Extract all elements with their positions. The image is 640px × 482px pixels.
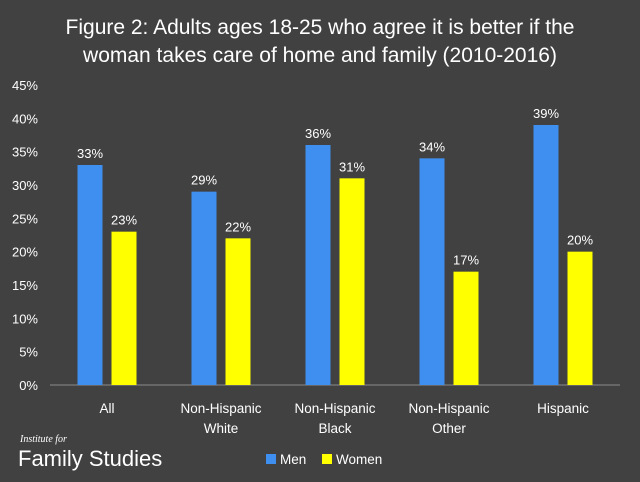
x-category-label: All: [99, 401, 114, 416]
y-tick-label: 35%: [12, 145, 38, 160]
bar-women: [453, 271, 479, 385]
data-label: 39%: [533, 106, 559, 121]
y-tick-label: 15%: [12, 278, 38, 293]
y-tick-label: 30%: [12, 178, 38, 193]
brand-name-text: Family Studies: [18, 446, 162, 471]
y-axis: 0% 5% 10% 15% 20% 25% 30% 35% 40% 45%: [12, 78, 38, 393]
legend-label-men: Men: [280, 452, 306, 467]
bar-men: [191, 191, 217, 385]
y-tick-label: 20%: [12, 245, 38, 260]
legend: Men Women: [266, 452, 382, 467]
x-category-label: Non-Hispanic: [180, 401, 261, 416]
data-label: 23%: [111, 213, 137, 228]
data-labels-group: 33% 23% 29% 22% 36% 31% 34% 17% 39% 20%: [77, 106, 593, 268]
x-axis: All Non-Hispanic White Non-Hispanic Black Non…: [99, 401, 589, 436]
x-category-label: Other: [432, 421, 466, 436]
data-label: 34%: [419, 139, 445, 154]
data-label: 31%: [339, 159, 365, 174]
y-tick-label: 0%: [19, 378, 38, 393]
bar-women: [567, 251, 593, 385]
data-label: 36%: [305, 126, 331, 141]
data-label: 17%: [453, 253, 479, 268]
chart-title-line-2: woman takes care of home and family (201…: [82, 44, 557, 67]
data-label: 33%: [77, 146, 103, 161]
brand-logo: Institute for Family Studies: [18, 434, 162, 471]
x-category-label: Hispanic: [537, 401, 589, 416]
bars-group: [77, 125, 593, 385]
y-tick-label: 25%: [12, 211, 38, 226]
bar-women: [339, 178, 365, 385]
y-tick-label: 10%: [12, 311, 38, 326]
x-category-label: Non-Hispanic: [294, 401, 375, 416]
data-label: 20%: [567, 233, 593, 248]
legend-swatch-men: [266, 454, 276, 464]
bar-women: [111, 231, 137, 385]
bar-men: [77, 165, 103, 385]
chart-title-line-1: Figure 2: Adults ages 18-25 who agree it…: [66, 16, 575, 39]
bar-men: [533, 125, 559, 385]
x-category-label: Black: [318, 421, 351, 436]
bar-men: [419, 158, 445, 385]
y-tick-label: 5%: [19, 345, 38, 360]
data-label: 29%: [191, 173, 217, 188]
bar-women: [225, 238, 251, 385]
x-category-label: Non-Hispanic: [408, 401, 489, 416]
legend-swatch-women: [322, 454, 332, 464]
x-category-label: White: [204, 421, 239, 436]
legend-label-women: Women: [336, 452, 382, 467]
y-tick-label: 45%: [12, 78, 38, 93]
brand-small-text: Institute for: [19, 434, 67, 445]
data-label: 22%: [225, 219, 251, 234]
bar-men: [305, 145, 331, 385]
y-tick-label: 40%: [12, 111, 38, 126]
